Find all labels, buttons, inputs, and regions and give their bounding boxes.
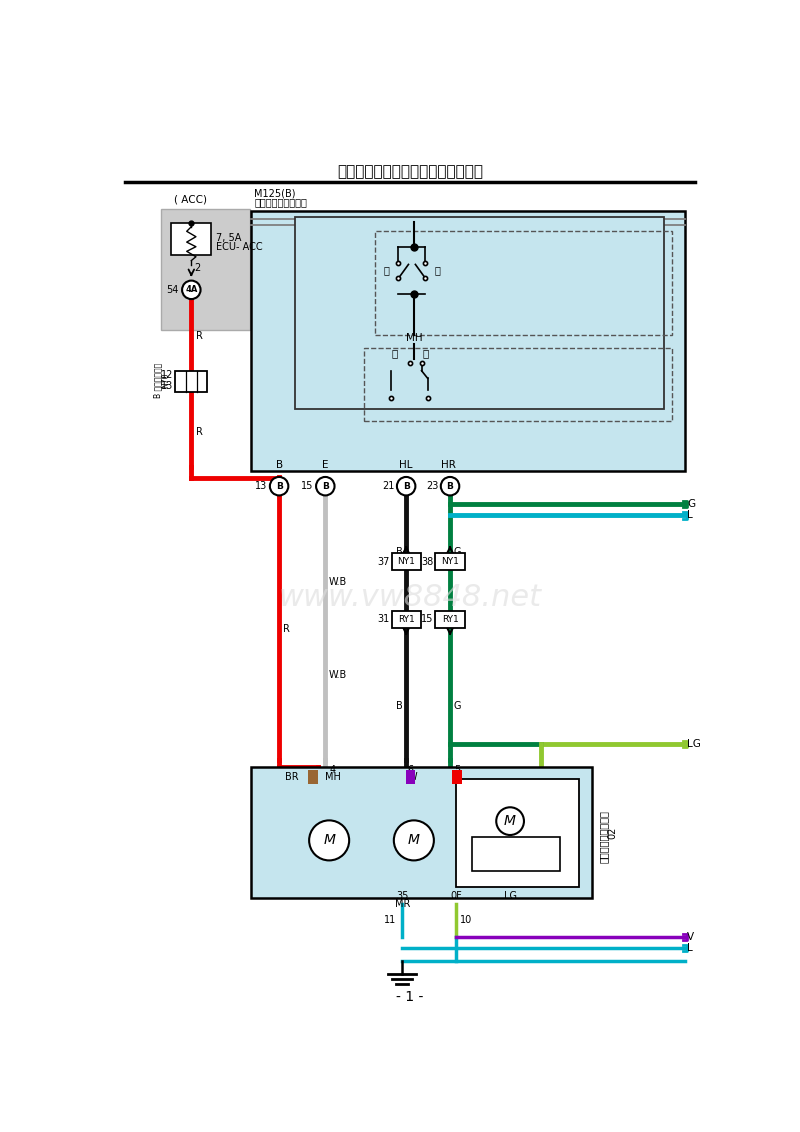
Text: B: B (395, 547, 402, 557)
Bar (250, 767, 593, 898)
Text: 4: 4 (330, 765, 336, 775)
Bar (391, 554, 421, 571)
Text: 10: 10 (460, 915, 472, 925)
Text: M: M (504, 814, 516, 829)
Text: V: V (687, 932, 694, 942)
Bar (161, 209, 250, 329)
Text: HR: HR (441, 461, 456, 471)
Text: R: R (283, 624, 290, 634)
Text: LG: LG (504, 891, 517, 901)
Text: G: G (454, 701, 462, 711)
Bar (171, 223, 211, 255)
Text: LG: LG (687, 739, 701, 749)
Text: M: M (454, 772, 462, 782)
Text: 23: 23 (426, 481, 438, 491)
Text: G: G (687, 499, 695, 509)
Text: RY1: RY1 (442, 615, 458, 624)
Text: 37: 37 (377, 557, 390, 567)
Text: L: L (687, 511, 693, 521)
Text: BR: BR (285, 772, 298, 782)
Text: E: E (322, 461, 329, 471)
Text: 54: 54 (166, 285, 179, 294)
Text: 4A: 4A (185, 285, 198, 294)
Text: M: M (408, 833, 420, 848)
Text: R: R (196, 331, 203, 341)
Text: - 1 -: - 1 - (396, 989, 424, 1004)
Bar (250, 211, 685, 471)
Text: 右: 右 (422, 348, 429, 358)
Text: 38: 38 (421, 557, 433, 567)
Text: 7, 5A: 7, 5A (216, 233, 242, 243)
Text: W.B: W.B (329, 670, 347, 680)
Text: 垂: 垂 (434, 266, 441, 275)
Text: 15: 15 (421, 615, 433, 625)
Circle shape (316, 477, 334, 496)
Text: 02: 02 (607, 826, 618, 839)
Text: B: B (322, 482, 329, 490)
Text: 31: 31 (377, 615, 390, 625)
Text: M: M (323, 833, 335, 848)
Text: 13: 13 (255, 481, 267, 491)
Text: RY1: RY1 (398, 615, 414, 624)
Bar (391, 611, 421, 628)
Bar (308, 770, 318, 784)
Bar (406, 770, 415, 784)
Circle shape (397, 477, 415, 496)
Text: 21: 21 (382, 481, 394, 491)
Text: 6: 6 (408, 765, 414, 775)
Text: MH: MH (325, 772, 341, 782)
Text: 11: 11 (384, 915, 396, 925)
Text: MR: MR (394, 899, 410, 909)
Text: ECU- ACC: ECU- ACC (216, 242, 262, 252)
Text: B: B (395, 701, 402, 711)
Text: B 号接线连接器: B 号接线连接器 (154, 363, 162, 398)
Text: B: B (275, 461, 282, 471)
Bar (472, 837, 560, 872)
Text: MH: MH (406, 333, 422, 343)
Bar (435, 554, 465, 571)
Text: B: B (446, 482, 454, 490)
Text: R: R (196, 427, 203, 437)
Text: 垂: 垂 (383, 266, 390, 275)
Bar (375, 231, 672, 334)
Text: N70: N70 (162, 372, 170, 388)
Bar (435, 611, 465, 628)
Bar (452, 770, 462, 784)
Text: 车外后视镜开关总成: 车外后视镜开关总成 (254, 197, 307, 207)
Text: L: L (687, 943, 693, 953)
Text: 12: 12 (162, 369, 174, 379)
Text: M125(B): M125(B) (254, 189, 296, 198)
Text: 15: 15 (302, 481, 314, 491)
Bar (364, 348, 672, 421)
Text: 2: 2 (194, 264, 201, 273)
Text: 35: 35 (396, 891, 409, 901)
Bar (456, 779, 579, 886)
Circle shape (270, 477, 288, 496)
Text: B: B (276, 482, 282, 490)
Text: 13: 13 (162, 381, 174, 391)
Text: 5: 5 (454, 765, 460, 775)
Text: HL: HL (399, 461, 413, 471)
Text: B: B (402, 482, 410, 490)
Circle shape (394, 821, 434, 860)
Circle shape (309, 821, 349, 860)
Text: W.B: W.B (329, 577, 347, 588)
Text: W: W (408, 772, 418, 782)
Circle shape (441, 477, 459, 496)
Text: 右侧车外后视镜总成: 右侧车外后视镜总成 (599, 811, 609, 863)
Circle shape (182, 281, 201, 299)
Text: 左: 左 (391, 348, 398, 358)
Text: NY1: NY1 (441, 557, 459, 566)
Text: G: G (454, 547, 462, 557)
Bar (175, 370, 207, 393)
Circle shape (496, 807, 524, 835)
Text: ( ACC): ( ACC) (174, 195, 207, 205)
Text: NY1: NY1 (398, 557, 415, 566)
Bar (294, 216, 664, 409)
Text: www.vw8848.net: www.vw8848.net (278, 583, 542, 612)
Text: 0F: 0F (450, 891, 462, 901)
Text: 遥控后视镜（不带座椅位置存储器）: 遥控后视镜（不带座椅位置存储器） (337, 164, 483, 180)
